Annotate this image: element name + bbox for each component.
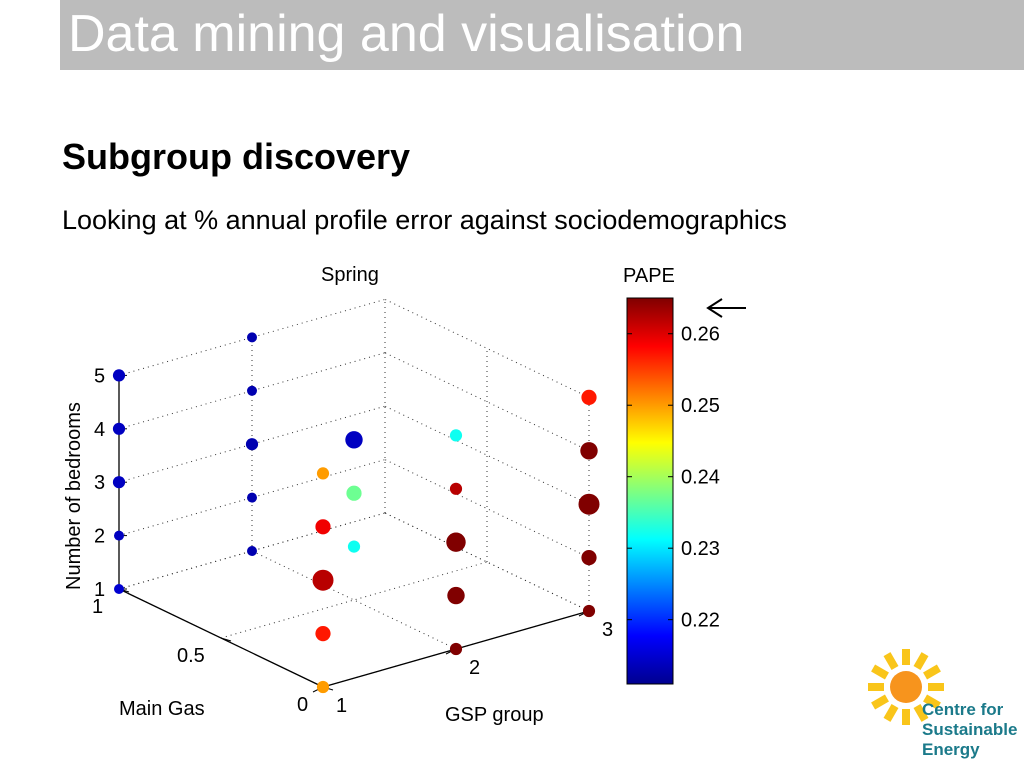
sun-ray (913, 704, 929, 722)
data-point (312, 569, 334, 591)
colorbar: 0.22 0.23 0.24 0.25 0.26 PAPE (623, 265, 746, 685)
data-point (114, 530, 124, 541)
grid-line (384, 405, 590, 505)
z-tick-label: 3 (94, 472, 105, 494)
data-point (582, 604, 596, 618)
y-tick-label: 1 (92, 596, 103, 618)
data-point (316, 680, 330, 694)
colorbar-arrow-head-icon (706, 298, 723, 318)
data-point (347, 540, 361, 553)
colorbar-tick-label: 0.25 (681, 395, 720, 417)
x-tick-label: 2 (469, 657, 480, 679)
data-point (114, 584, 124, 594)
z-axis-label: Number of bedrooms (63, 402, 85, 590)
colorbar-tick-label: 0.23 (681, 538, 720, 560)
sun-ray (923, 694, 941, 710)
data-point (112, 422, 126, 435)
data-point (315, 626, 331, 642)
colorbar-bar (626, 297, 674, 685)
data-point (449, 429, 463, 442)
data-point (316, 467, 330, 480)
grid-line (118, 298, 386, 376)
sun-ray (871, 694, 889, 710)
y-axis-label: Main Gas (119, 698, 205, 720)
chart-title: Spring (321, 264, 379, 286)
data-point (247, 332, 257, 343)
sun-ray (913, 652, 929, 670)
data-point (581, 550, 597, 566)
data-point (447, 586, 465, 605)
colorbar-title: PAPE (623, 265, 675, 287)
colorbar-tick-label: 0.26 (681, 324, 720, 346)
z-tick-label: 2 (94, 526, 105, 548)
z-tick-label: 5 (94, 365, 105, 387)
data-point (446, 532, 466, 552)
z-tick-label: 1 (94, 579, 105, 601)
x-axis-label: GSP group (445, 704, 544, 726)
sun-logo-icon (868, 649, 944, 725)
y-tick-label: 0 (297, 694, 308, 716)
slide-title: Data mining and visualisation (68, 5, 745, 63)
sun-ray (923, 664, 941, 680)
sun-ray (883, 652, 899, 670)
slide-heading: Subgroup discovery (62, 136, 411, 177)
grid-line (118, 459, 386, 537)
data-point (449, 482, 463, 495)
data-point (578, 493, 600, 515)
data-point (345, 431, 363, 449)
data-point (247, 385, 257, 396)
data-point (247, 546, 257, 556)
data-points (112, 332, 600, 694)
grid-line (384, 298, 590, 398)
grid-line (220, 561, 488, 639)
grid-line (118, 352, 386, 430)
x-tick-label: 3 (602, 619, 613, 641)
data-point (346, 485, 362, 501)
logo-line-3: Energy (922, 740, 980, 759)
grid-line (251, 550, 457, 650)
colorbar-tick-label: 0.22 (681, 610, 720, 632)
grid-line (384, 459, 590, 559)
data-point (112, 369, 126, 382)
data-point (580, 442, 598, 460)
data-point (247, 492, 257, 503)
slide-subtitle: Looking at % annual profile error agains… (62, 205, 787, 235)
grid-line (118, 512, 386, 590)
z-tick-label: 4 (94, 419, 105, 441)
cse-logo: Centre for Sustainable Energy (862, 645, 1022, 763)
logo-line-2: Sustainable (922, 720, 1018, 739)
sun-ray (871, 664, 889, 680)
data-point (581, 389, 597, 405)
data-point (112, 476, 126, 489)
title-bar: Data mining and visualisation (60, 0, 1024, 70)
data-point (245, 438, 259, 451)
sun-ray (883, 704, 899, 722)
data-point (449, 642, 463, 656)
x-tick-label: 1 (336, 695, 347, 717)
data-point (315, 519, 331, 535)
grid-line (118, 405, 386, 483)
logo-text: Centre for Sustainable Energy (922, 700, 1017, 760)
y-tick (220, 637, 232, 642)
y-tick-label: 0.5 (177, 645, 205, 667)
colorbar-tick-label: 0.24 (681, 467, 720, 489)
logo-line-1: Centre for (922, 700, 1004, 719)
